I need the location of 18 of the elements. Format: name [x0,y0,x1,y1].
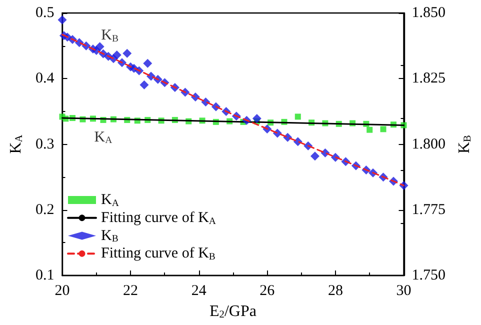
y-tick-label: 0.4 [36,70,55,87]
x-tick-label: 26 [260,283,276,299]
y2-axis-title: KB [456,134,474,154]
x-tick-label: 30 [396,283,412,299]
y2-tick-label: 1.825 [412,70,446,87]
x-tick-label: 28 [328,283,343,299]
y-tick-label: 0.1 [36,268,54,284]
x-tick-label: 22 [123,283,138,299]
y2-tick-label: 1.750 [412,268,446,284]
y-tick-label: 0.2 [36,202,54,218]
y2-tick-label: 1.775 [412,202,446,218]
y2-tick-label: 1.850 [412,5,446,21]
y-tick-label: 0.3 [36,136,54,152]
x-tick-label: 20 [54,283,70,299]
x-tick-label: 24 [191,283,207,299]
y-axis-title: KA [8,134,26,154]
y2-tick-label: 1.800 [412,136,446,152]
y-tick-label: 0.5 [36,5,54,21]
